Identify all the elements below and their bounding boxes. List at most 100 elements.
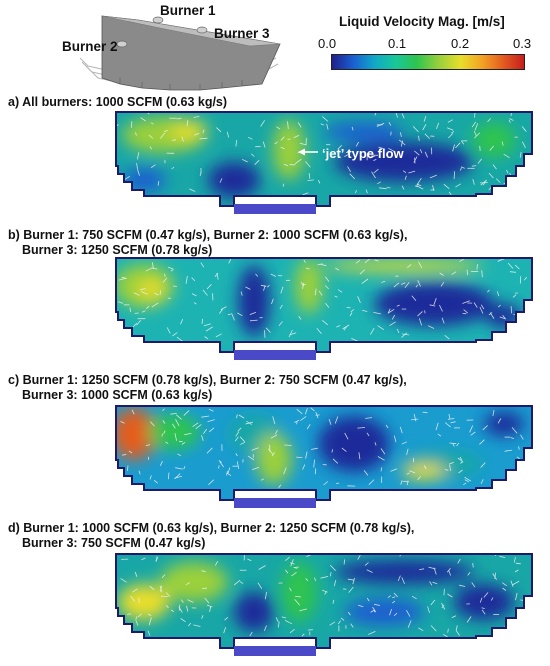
velocity-vector: [400, 140, 404, 147]
velocity-vector: [476, 264, 478, 270]
velocity-vector: [176, 336, 183, 342]
colorbar-tick-1: 0.1: [388, 36, 407, 51]
velocity-vector: [406, 472, 410, 475]
velocity-vector: [263, 285, 266, 291]
velocity-vector: [462, 300, 470, 304]
panel-d-caption-line1: d) Burner 1: 1000 SCFM (0.63 kg/s), Burn…: [8, 521, 415, 535]
velocity-vector: [363, 470, 369, 476]
velocity-vector: [498, 304, 501, 308]
velocity-vector: [466, 616, 472, 623]
velocity-vector: [427, 325, 435, 329]
velocity-vector: [392, 600, 396, 604]
velocity-vector: [366, 569, 373, 573]
velocity-vector: [149, 146, 153, 150]
velocity-vector: [366, 432, 370, 437]
colorbar-gradient: [331, 54, 525, 70]
velocity-vector: [308, 173, 311, 179]
velocity-vector: [460, 167, 462, 171]
velocity-vector: [132, 322, 138, 328]
velocity-vector: [406, 610, 411, 617]
furnace-inset: [79, 15, 281, 91]
velocity-vector: [249, 631, 253, 637]
panel-b-caption-line1: b) Burner 1: 750 SCFM (0.47 kg/s), Burne…: [8, 228, 408, 242]
velocity-vector: [481, 270, 483, 278]
velocity-vector: [457, 558, 461, 564]
velocity-vector: [218, 460, 223, 463]
velocity-vector: [131, 409, 135, 415]
panel-b-caption-line2: Burner 3: 1250 SCFM (0.78 kg/s): [22, 243, 213, 257]
velocity-vector: [314, 577, 317, 582]
velocity-vector: [335, 267, 340, 271]
velocity-vector: [370, 609, 375, 613]
velocity-vector: [474, 123, 479, 131]
velocity-vector: [365, 189, 368, 194]
velocity-vector: [401, 185, 405, 190]
velocity-vector: [455, 142, 461, 149]
velocity-vector: [174, 433, 177, 441]
velocity-vector: [280, 146, 285, 150]
velocity-vector: [450, 421, 456, 424]
velocity-vector: [413, 156, 418, 163]
velocity-vector: [117, 301, 124, 304]
velocity-vector: [439, 272, 444, 276]
velocity-vector: [400, 480, 403, 485]
panel-b-velocity-field: [115, 257, 533, 360]
velocity-vector: [318, 179, 321, 184]
colorbar-tick-2: 0.2: [451, 36, 470, 51]
velocity-vector: [432, 581, 438, 585]
velocity-vector: [474, 112, 476, 118]
velocity-vector: [521, 615, 525, 619]
velocity-vector: [503, 153, 510, 159]
velocity-vector: [374, 259, 379, 262]
velocity-vector: [396, 304, 400, 307]
velocity-vector: [355, 189, 357, 194]
velocity-vector: [477, 158, 483, 164]
velocity-vector: [289, 332, 297, 336]
velocity-vector: [469, 425, 474, 433]
velocity-vector: [299, 142, 307, 146]
velocity-vector: [149, 475, 152, 480]
velocity-vector: [135, 616, 138, 620]
velocity-vector: [470, 431, 476, 436]
panel-c-velocity-field: [115, 405, 533, 508]
velocity-vector: [443, 183, 450, 190]
velocity-vector: [165, 441, 169, 444]
velocity-vector: [429, 581, 433, 586]
velocity-vector: [240, 441, 246, 445]
velocity-vector: [501, 141, 504, 146]
velocity-vector: [443, 634, 448, 638]
velocity-vector: [227, 467, 231, 474]
velocity-vector: [365, 417, 373, 419]
velocity-vector: [373, 608, 376, 613]
velocity-vector: [226, 470, 228, 476]
velocity-vector: [467, 571, 471, 576]
velocity-vector: [409, 470, 416, 474]
velocity-vector: [453, 171, 455, 180]
velocity-vector: [271, 451, 275, 457]
colorbar-tick-3: 0.3: [513, 36, 532, 51]
velocity-vector: [147, 456, 150, 460]
velocity-vector: [519, 469, 526, 476]
burner-3-marker: [196, 26, 208, 34]
velocity-vector: [223, 627, 226, 634]
velocity-vector: [398, 139, 406, 146]
velocity-vector: [301, 633, 305, 637]
velocity-vector: [271, 298, 274, 305]
velocity-vector: [187, 622, 192, 627]
velocity-vector: [185, 582, 190, 586]
velocity-vector: [419, 568, 425, 570]
velocity-vector: [371, 171, 376, 179]
velocity-vector: [171, 139, 177, 141]
velocity-vector: [515, 562, 521, 565]
velocity-vector: [433, 298, 437, 306]
velocity-vector: [395, 112, 398, 118]
velocity-vector: [251, 447, 259, 451]
velocity-vector: [490, 597, 494, 601]
velocity-vector: [436, 122, 440, 129]
velocity-vector: [464, 476, 472, 482]
velocity-vector: [430, 599, 436, 606]
velocity-vector: [130, 595, 135, 602]
velocity-vector: [170, 413, 177, 415]
velocity-vector: [488, 312, 493, 316]
velocity-vector: [163, 129, 168, 133]
